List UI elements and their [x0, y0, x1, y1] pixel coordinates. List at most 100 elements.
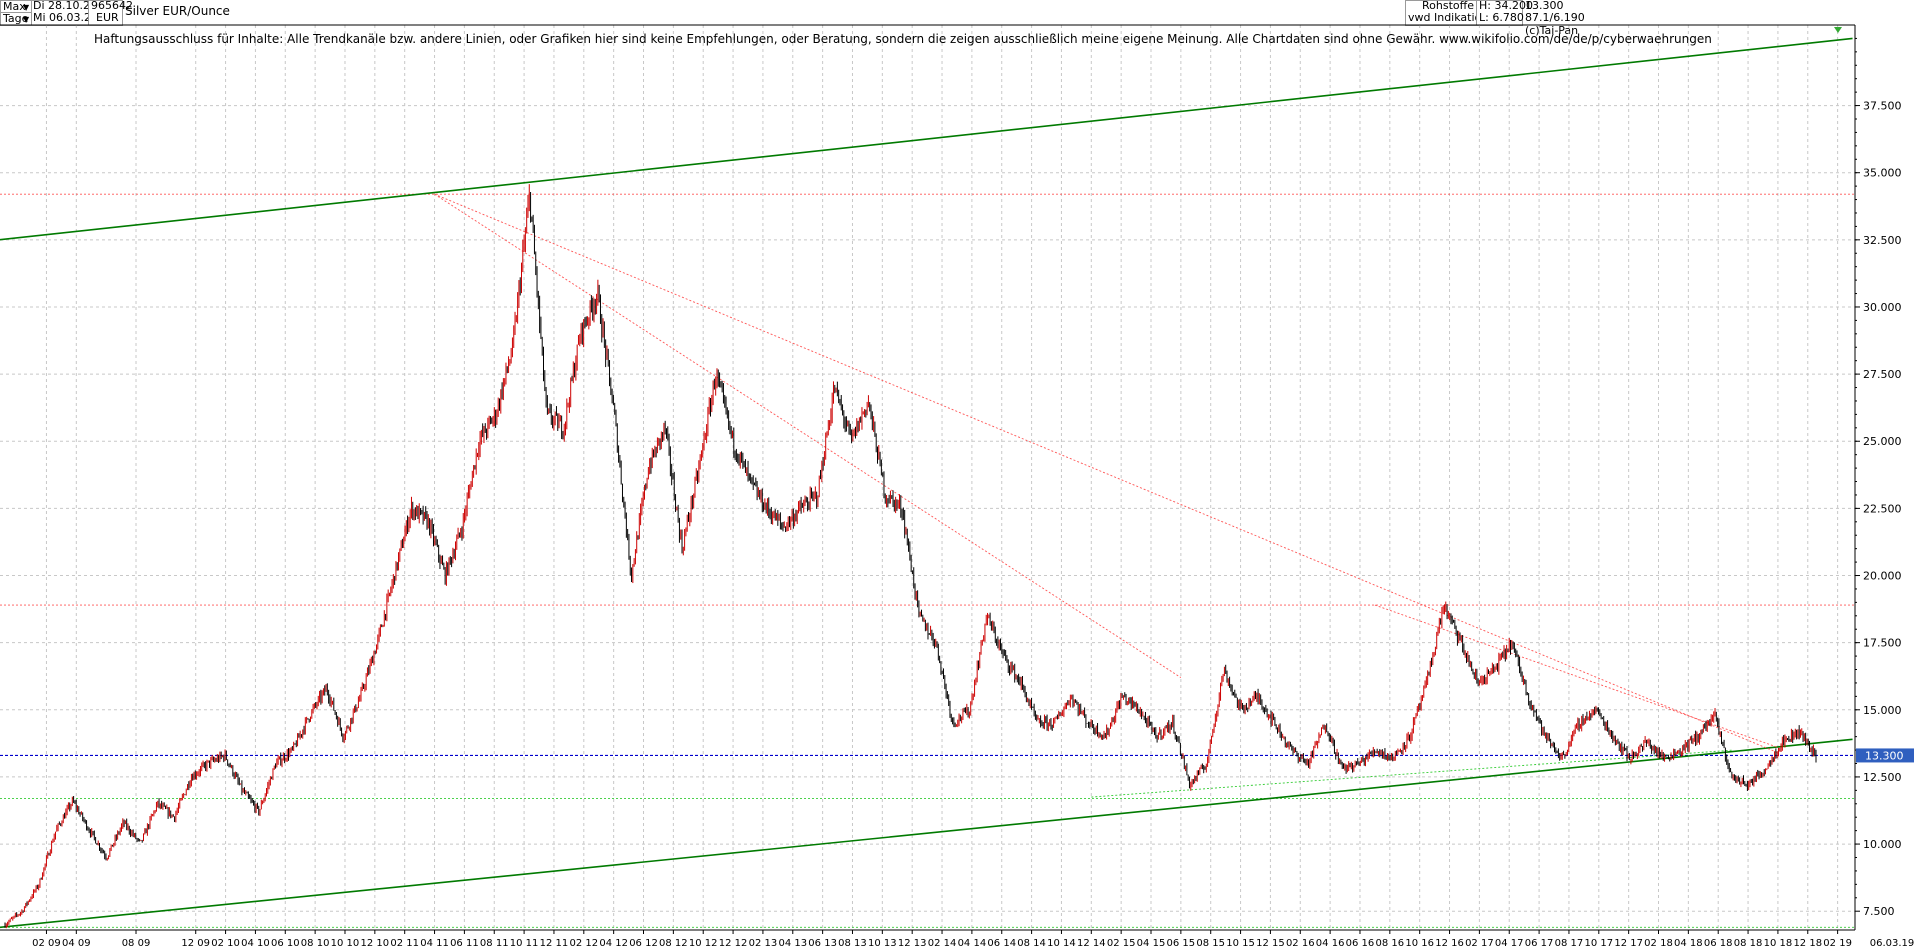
y-tick-label: 10.000	[1863, 838, 1902, 851]
high-value: H: 34.200	[1479, 0, 1533, 12]
x-tick-label: 08 12	[659, 938, 688, 949]
disclaimer-text: Haftungsausschluss für Inhalte: Alle Tre…	[94, 32, 1712, 46]
x-tick-label: 08 16	[1376, 938, 1405, 949]
x-tick-label: 12 11	[540, 938, 569, 949]
source-line-1: Rohstoffe	[1422, 0, 1474, 12]
x-tick-label: 04 16	[1316, 938, 1345, 949]
wkn-label: 965642	[91, 0, 133, 12]
source-box	[1405, 0, 1477, 26]
currency-label: EUR	[96, 11, 119, 24]
x-tick-label: 04 15	[1137, 938, 1166, 949]
x-tick-label: 06 14	[987, 938, 1016, 949]
x-tick-label: 12 14	[1077, 938, 1106, 949]
x-tick-label: 02 18	[1644, 938, 1673, 949]
last-price-badge	[1856, 748, 1914, 763]
x-tick-label: 10 15	[1226, 938, 1255, 949]
x-tick-label: 06 17	[1525, 938, 1554, 949]
y-tick-label: 22.500	[1863, 502, 1902, 515]
y-tick-label: 35.000	[1863, 167, 1902, 180]
x-tick-label: 04 14	[958, 938, 987, 949]
x-tick-label: 02 16	[1286, 938, 1315, 949]
range-label: Max	[3, 0, 26, 13]
x-tick-label: 04 09	[62, 938, 91, 949]
last-value: 13.300	[1525, 0, 1564, 12]
x-tick-label: 08 13	[838, 938, 867, 949]
trend-line-5	[434, 193, 1779, 754]
x-tick-label: 06 13	[808, 938, 837, 949]
x-tick-label: 10 10	[331, 938, 360, 949]
trend-line-0	[0, 37, 1853, 241]
x-tick-label: 06 12	[629, 938, 658, 949]
x-tick-label: 10 13	[868, 938, 897, 949]
x-tick-label: 06 16	[1346, 938, 1375, 949]
x-tick-label: 02 10	[211, 938, 240, 949]
y-axis: 7.500 10.000 12.500 15.000 17.500 20.000 22.50…	[1855, 37, 1914, 918]
x-tick-label: 08 10	[301, 938, 330, 949]
x-end-label: 06.03.19	[1870, 938, 1915, 949]
grid	[0, 25, 1855, 930]
x-tick-label: 02 15	[1107, 938, 1136, 949]
x-tick-label: 12 16	[1435, 938, 1464, 949]
x-tick-label: 12 12	[719, 938, 748, 949]
y-tick-label: 25.000	[1863, 435, 1902, 448]
x-tick-label: 06 10	[271, 938, 300, 949]
x-tick-label: 04 12	[599, 938, 628, 949]
x-tick-label: 04 13	[778, 938, 807, 949]
x-tick-label: 02 09	[32, 938, 61, 949]
y-tick-label: 20.000	[1863, 570, 1902, 583]
x-tick-label: 08 14	[1017, 938, 1046, 949]
ratio-value: 87.1/6.190	[1525, 11, 1585, 24]
x-tick-label: 12 18	[1793, 938, 1822, 949]
x-tick-label: 02 14	[928, 938, 957, 949]
x-tick-label: 12 09	[181, 938, 210, 949]
plot-frame	[0, 24, 1856, 931]
chart-title: Silver EUR/Ounce	[125, 4, 230, 18]
x-tick-label: 12 17	[1614, 938, 1643, 949]
x-tick-label: 08 09	[122, 938, 151, 949]
interval-dropdown-icon: ▼	[23, 15, 30, 24]
x-tick-label: 10 17	[1584, 938, 1613, 949]
current-marker-icon	[1834, 27, 1842, 33]
x-tick-label: 08 11	[480, 938, 509, 949]
x-tick-label: 08 18	[1734, 938, 1763, 949]
y-tick-label: 15.000	[1863, 704, 1902, 717]
x-tick-label: 12 10	[361, 938, 390, 949]
interval-label: Tage	[3, 12, 29, 25]
price-series	[4, 184, 1817, 929]
x-tick-label: 04 17	[1495, 938, 1524, 949]
x-tick-label: 06 11	[450, 938, 479, 949]
trend-line-4	[434, 193, 1182, 678]
x-tick-label: 04 18	[1674, 938, 1703, 949]
x-tick-label: 02 11	[390, 938, 419, 949]
y-tick-label: 17.500	[1863, 637, 1902, 650]
y-tick-label: 27.500	[1863, 368, 1902, 381]
copyright-label: (c)Tai-Pan	[1525, 24, 1579, 37]
range-dropdown-icon: ▼	[23, 3, 30, 12]
x-tick-label: 06 18	[1704, 938, 1733, 949]
horizontal-levels	[0, 193, 1855, 928]
interval-select[interactable]: Tage ▼	[0, 12, 32, 26]
y-tick-label: 30.000	[1863, 301, 1902, 314]
y-tick-label: 12.500	[1863, 771, 1902, 784]
y-tick-label: 32.500	[1863, 234, 1902, 247]
x-tick-label: 06 15	[1167, 938, 1196, 949]
x-tick-label: 12 13	[898, 938, 927, 949]
y-tick-label: 7.500	[1863, 905, 1895, 918]
x-tick-label: 10 11	[510, 938, 539, 949]
x-tick-label: 04 10	[241, 938, 270, 949]
trend-line-2	[0, 738, 1853, 929]
low-value: L: 6.780	[1479, 11, 1524, 24]
last-price-label: 13.300	[1865, 749, 1904, 762]
y-tick-label: 37.500	[1863, 100, 1902, 113]
date-from: Di 28.10.2008	[33, 0, 112, 12]
x-tick-label: 10 12	[689, 938, 718, 949]
x-tick-label: 10 16	[1405, 938, 1434, 949]
x-tick-label: 02 17	[1465, 938, 1494, 949]
x-tick-label: 08 15	[1196, 938, 1225, 949]
x-tick-label: 10 18	[1764, 938, 1793, 949]
x-axis: 02 09 04 09 08 09 12 09 02 10 04 10 06 10 08 10…	[32, 930, 1914, 949]
high-low-box	[1476, 0, 1523, 26]
trend-lines	[0, 37, 1853, 929]
